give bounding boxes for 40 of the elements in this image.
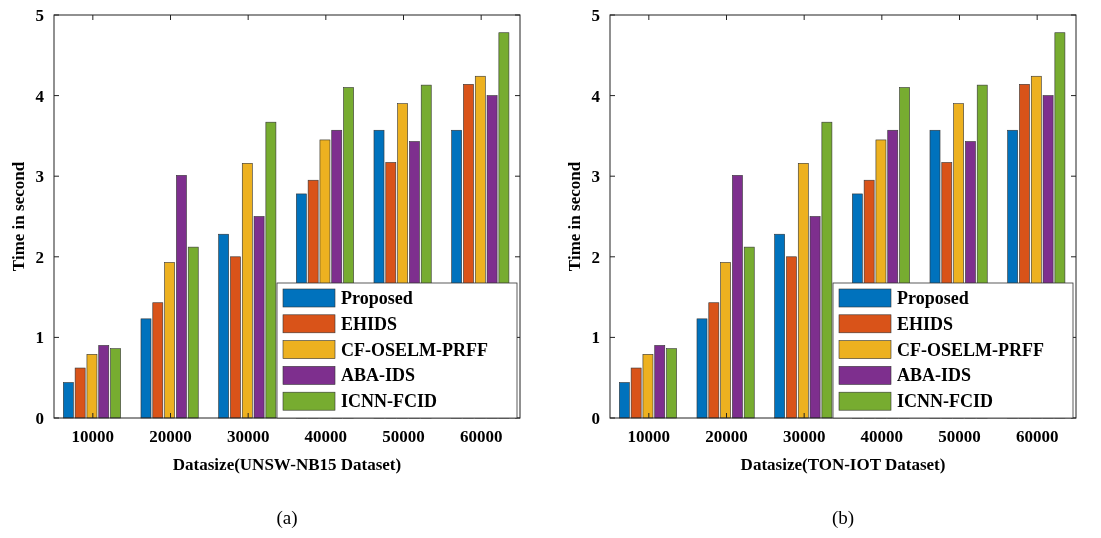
y-tick-label: 3 [591,167,600,187]
x-tick-label: 10000 [627,427,671,446]
legend-label: Proposed [341,288,413,308]
x-tick-label: 60000 [459,427,503,446]
y-tick-label: 1 [35,328,44,348]
x-axis-title: Datasize(TON-IOT Dataset) [740,455,946,474]
legend-label: EHIDS [341,313,398,334]
y-tick-label: 5 [591,6,600,25]
legend-label: CF-OSELM-PRFF [341,339,488,360]
y-tick-label: 0 [35,409,44,428]
x-tick-label: 50000 [938,427,981,446]
x-tick-label: 30000 [782,427,826,446]
y-tick-label: 3 [35,167,44,187]
text: (a) [276,507,298,529]
x-tick-label: 20000 [149,427,192,446]
legend-label: ABA-IDS [341,365,416,386]
x-tick-label: 20000 [705,427,748,446]
legend-label: Proposed [897,288,969,308]
y-tick-label: 1 [591,328,600,348]
y-tick-label: 4 [35,86,45,106]
legend-label: ICNN-FCID [897,391,993,412]
legend-label: EHIDS [897,313,954,334]
legend-label: CF-OSELM-PRFF [897,339,1044,360]
y-axis-title: Time in second [565,161,584,272]
x-tick-label: 60000 [1015,427,1059,446]
legend-label: ICNN-FCID [341,391,437,412]
x-tick-label: 50000 [382,427,425,446]
x-tick-label: 40000 [304,427,348,446]
y-tick-label: 2 [35,247,44,267]
y-tick-label: 2 [591,247,600,267]
legend-label: ABA-IDS [897,365,972,386]
x-tick-label: 40000 [860,427,904,446]
x-tick-label: 10000 [71,427,115,446]
text: (b) [831,507,855,529]
y-axis-title: Time in second [9,161,28,272]
x-axis-title: Datasize(UNSW-NB15 Dataset) [172,455,402,474]
y-tick-label: 0 [591,409,600,428]
x-tick-label: 30000 [226,427,270,446]
y-tick-label: 5 [35,6,44,25]
y-tick-label: 4 [591,86,601,106]
